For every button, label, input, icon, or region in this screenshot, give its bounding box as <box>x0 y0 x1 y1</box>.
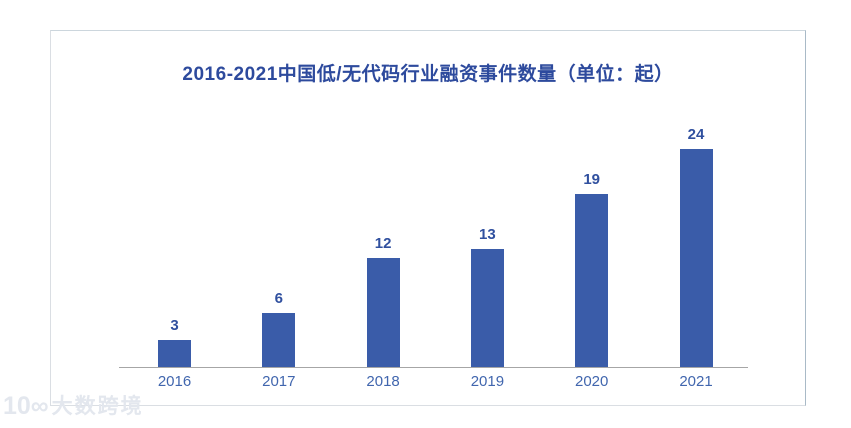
chart-panel: 2016-2021中国低/无代码行业融资事件数量（单位：起） 3 2016 6 201… <box>50 30 806 406</box>
bar-value-label: 24 <box>687 126 705 143</box>
bar-2017 <box>262 313 296 367</box>
watermark-logo-icon: 10∞ <box>3 392 49 420</box>
category-label: 2018 <box>366 373 400 390</box>
category-label: 2021 <box>679 373 713 390</box>
bar-value-label: 13 <box>479 226 496 243</box>
category-label: 2020 <box>575 373 609 390</box>
bar-value-label: 19 <box>583 171 601 188</box>
bar-2019 <box>470 249 504 367</box>
watermark: 10∞ 大数跨境 <box>3 394 144 419</box>
bar-2018 <box>366 258 400 367</box>
bar-2016 <box>158 340 191 367</box>
bar-2020 <box>575 194 609 367</box>
bar-2021 <box>679 149 713 367</box>
category-label: 2017 <box>262 373 296 390</box>
category-label: 2016 <box>157 373 192 390</box>
watermark-text: 大数跨境 <box>51 395 144 418</box>
category-label: 2019 <box>470 373 505 390</box>
bar-value-label: 6 <box>274 290 283 307</box>
bar-value-label: 3 <box>170 317 179 334</box>
plot-area: 3 2016 6 2017 12 2018 13 2019 19 2020 24 2021 <box>119 31 748 390</box>
chart-title: 2016-2021中国低/无代码行业融资事件数量（单位：起） <box>182 64 674 85</box>
bar-value-label: 12 <box>374 235 392 252</box>
